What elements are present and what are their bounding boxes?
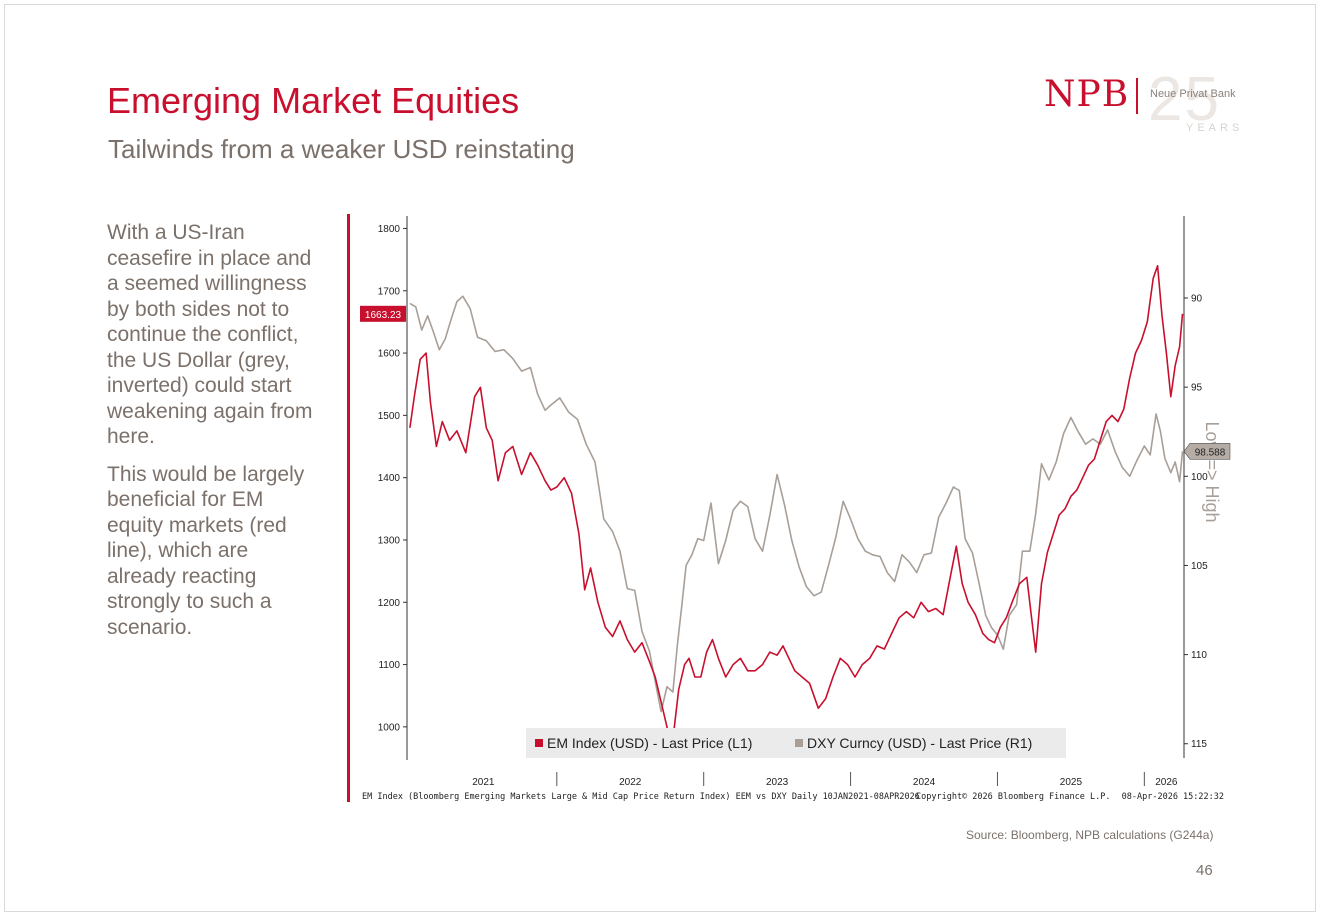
legend-swatch-dxy — [795, 739, 803, 747]
left-tick-label: 1600 — [378, 349, 401, 360]
em-vs-dxy-chart: 1000 1100 1200 1300 1400 1500 1600 1700 1800 90 95… — [360, 216, 1231, 802]
right-tick-label: 95 — [1191, 383, 1203, 394]
right-tick-label: 90 — [1191, 294, 1203, 305]
x-tick-label: 2024 — [913, 777, 936, 788]
slide-frame — [4, 4, 1316, 912]
chart-footer-copyright: Copyright© 2026 Bloomberg Finance L.P. — [916, 792, 1110, 802]
dxy-last-value-label: 98.588 — [1195, 447, 1226, 458]
left-tick-label: 1800 — [378, 224, 401, 235]
left-tick-label: 1500 — [378, 411, 401, 422]
logo-bank-name: Neue Privat Bank — [1150, 88, 1236, 100]
left-tick-label: 1300 — [378, 535, 401, 546]
em-last-value-tag — [360, 305, 406, 322]
page-subtitle: Tailwinds from a weaker USD reinstating — [108, 134, 575, 164]
dxy-last-value-tag — [1183, 443, 1231, 460]
left-tick-label: 1000 — [378, 722, 401, 733]
logo-years-label: YEARS — [1186, 122, 1244, 134]
x-tick-label: 2022 — [619, 777, 642, 788]
x-tick-label: 2026 — [1155, 777, 1178, 788]
page-number: 46 — [1196, 862, 1213, 879]
left-tick-label: 1200 — [378, 598, 401, 609]
logo-divider — [1136, 78, 1138, 114]
commentary-text: With a US-Iran ceasefire in place and a … — [107, 220, 322, 652]
left-tick-label: 1100 — [378, 660, 400, 671]
x-tick-label: 2023 — [766, 777, 789, 788]
npb-logo: 25 NPB Neue Privat Bank YEARS — [1040, 65, 1244, 142]
chart-footer-description: EM Index (Bloomberg Emerging Markets Lar… — [362, 792, 920, 802]
chart-footer-timestamp: 08-Apr-2026 15:22:32 — [1122, 792, 1224, 802]
right-tick-label: 105 — [1191, 561, 1208, 572]
right-tick-label: 115 — [1191, 739, 1207, 750]
legend-swatch-em — [535, 739, 543, 747]
x-tick-label: 2021 — [472, 777, 495, 788]
left-tick-label: 1400 — [378, 473, 401, 484]
right-tick-label: 100 — [1191, 472, 1208, 483]
commentary-paragraph-1: With a US-Iran ceasefire in place and a … — [107, 221, 313, 448]
legend-label-dxy: DXY Curncy (USD) - Last Price (R1) — [807, 735, 1032, 751]
left-tick-label: 1700 — [378, 286, 401, 297]
page-title: Emerging Market Equities — [107, 80, 520, 121]
source-note: Source: Bloomberg, NPB calculations (G24… — [966, 828, 1214, 842]
right-tick-label: 110 — [1191, 650, 1207, 661]
legend-label-em: EM Index (USD) - Last Price (L1) — [547, 735, 752, 751]
accent-rule — [347, 214, 350, 802]
dxy-series-line — [409, 295, 1184, 713]
logo-wordmark: NPB — [1044, 74, 1130, 115]
commentary-paragraph-2: This would be largely beneficial for EM … — [107, 462, 305, 639]
x-tick-label: 2025 — [1060, 777, 1083, 788]
em-last-value-label: 1663.23 — [365, 310, 402, 321]
anniversary-number: 25 — [1148, 65, 1221, 134]
em-series-line — [409, 265, 1184, 741]
right-axis-title: Low => High — [1202, 421, 1222, 522]
